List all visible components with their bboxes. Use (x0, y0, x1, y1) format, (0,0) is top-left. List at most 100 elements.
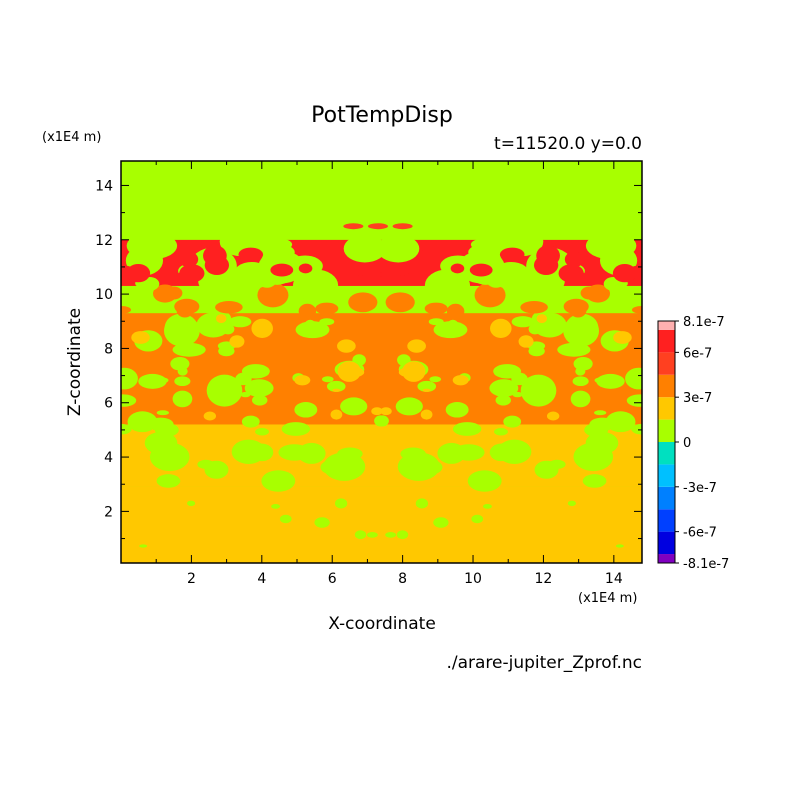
field-patch (474, 282, 506, 308)
field-patch (244, 379, 274, 397)
field-patch (489, 379, 519, 397)
field-patch (564, 251, 584, 268)
field-patch (407, 339, 426, 353)
y-axis-label: Z-coordinate (65, 308, 85, 416)
source-file-label: ./arare-jupiter_Zprof.nc (446, 653, 642, 673)
field-patch (156, 474, 181, 488)
colorbar-swatch (658, 397, 675, 420)
field-patch (499, 247, 525, 262)
field-patch (126, 263, 151, 283)
field-patch (371, 407, 383, 416)
field-patch (121, 394, 137, 407)
field-patch (402, 361, 426, 382)
y-unit-label: (x1E4 m) (42, 130, 101, 145)
field-patch (218, 346, 235, 357)
field-patch (315, 302, 339, 315)
field-patch (594, 377, 609, 384)
field-patch (536, 314, 547, 324)
field-patch (281, 422, 311, 436)
field-patch (241, 415, 260, 428)
field-patch (385, 292, 415, 313)
field-patch (424, 269, 471, 301)
field-patch (366, 531, 378, 538)
field-patch (626, 394, 642, 407)
field-patch (348, 292, 378, 313)
field-patch (490, 318, 512, 338)
colorbar-swatch (658, 509, 675, 532)
field-patch (149, 442, 190, 472)
field-patch (174, 376, 191, 387)
colorbar-swatch (658, 531, 675, 555)
field-patch (567, 500, 576, 507)
field-patch (631, 306, 642, 314)
field-patch (251, 318, 273, 338)
x-tick-label: 10 (464, 571, 482, 587)
field-patch (261, 470, 296, 492)
field-patch (121, 423, 132, 435)
field-patch (605, 411, 636, 433)
field-patch (469, 263, 493, 277)
field-patch (367, 223, 388, 230)
field-patch (378, 272, 390, 277)
field-patch (337, 361, 361, 382)
colorbar-tick-label: -8.1e-7 (683, 557, 729, 572)
field-patch (320, 460, 345, 475)
field-patch (570, 390, 591, 408)
colorbar-tick-label: 0 (683, 436, 691, 451)
y-tick-label: 6 (104, 396, 113, 412)
field-patch (420, 409, 433, 420)
field-patch (494, 428, 508, 436)
field-patch (197, 459, 215, 470)
colorbar-swatch (658, 442, 675, 465)
field-patch (255, 428, 269, 436)
field-patch (377, 234, 420, 263)
field-patch (573, 356, 593, 371)
field-patch (131, 331, 150, 344)
colorbar-tick-label: -6e-7 (683, 526, 717, 541)
colorbar-swatch (658, 554, 675, 563)
field-patch (179, 264, 205, 283)
field-patch (625, 367, 642, 390)
field-patch (615, 544, 624, 548)
field-patch (170, 356, 190, 371)
field-patch (452, 422, 482, 436)
field-patch (518, 335, 534, 348)
field-patch (271, 504, 281, 509)
field-patch (395, 263, 411, 276)
field-patch (380, 407, 392, 416)
field-patch (613, 331, 632, 344)
y-tick-label: 8 (104, 341, 113, 357)
field-patch (433, 321, 468, 339)
field-patch (569, 303, 587, 318)
field-patch (343, 223, 364, 230)
field-patch (215, 301, 243, 314)
field-patch (418, 460, 443, 475)
field-patch (415, 498, 429, 509)
field-patch (503, 415, 522, 428)
field-patch (127, 411, 158, 433)
field-patch (422, 388, 431, 392)
field-patch (437, 442, 466, 464)
field-patch (340, 397, 368, 416)
field-patch (126, 232, 178, 260)
field-patch (334, 498, 348, 509)
y-tick-label: 12 (95, 233, 113, 249)
field-patch (511, 316, 535, 328)
field-patch (163, 315, 200, 347)
field-patch (314, 517, 330, 528)
field-patch (294, 375, 311, 386)
field-patch (206, 374, 243, 407)
field-patch (156, 410, 169, 416)
y-axis: 2 4 6 8 10 12 14 (95, 178, 642, 540)
field-patch (176, 303, 194, 318)
colorbar-swatch (658, 321, 675, 330)
colorbar-swatch (658, 329, 675, 353)
colorbar-tick-label: 3e-7 (683, 391, 712, 406)
field-patch (446, 303, 465, 319)
field-patch (216, 314, 227, 324)
x-tick-label: 14 (605, 571, 623, 587)
x-tick-label: 12 (535, 571, 553, 587)
field-patch (533, 255, 559, 276)
field-patch (139, 544, 148, 548)
